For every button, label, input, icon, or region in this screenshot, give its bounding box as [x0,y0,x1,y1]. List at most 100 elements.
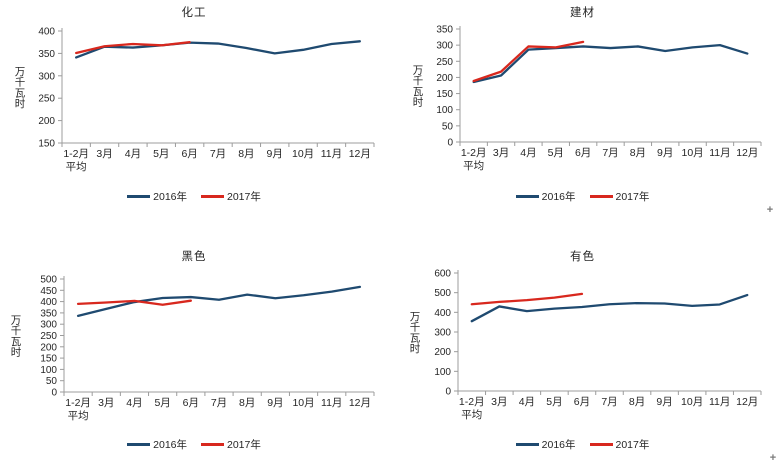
x-tick-label: 12月 [736,147,758,159]
legend-item-2016[interactable]: 2016年 [127,437,187,452]
chart-youse[interactable]: 有色 0 100 200 300 400 500 600 1-2月 3月 4月 5月 6月 7月 8月 9月… [388,231,777,462]
series-line-2017年 [75,41,191,55]
x-tick-label: 3月 [98,397,114,409]
legend-line-swatch-2017 [201,195,224,198]
chart-heise[interactable]: 黑色 0 50 100 150 200 250 300 350 400 450 500 1-2月 3月 4… [0,231,388,462]
y-tick-label: 400 [40,297,57,308]
x-tick-label: 3月 [491,396,507,408]
x-tick-label-line2: 平均 [461,409,482,421]
chart-legend: 2016年 2017年 [388,189,777,204]
series-line-2016年 [76,285,362,317]
legend-item-2016[interactable]: 2016年 [515,437,576,452]
x-tick-label: 11月 [321,148,342,160]
y-tick-label: 0 [447,138,453,149]
x-tick-label: 6月 [181,148,197,160]
y-axis-unit-label-char: 时 [11,347,22,359]
y-axis-unit-label-char: 万 [15,66,26,78]
y-tick-label: 100 [434,367,451,378]
y-tick-label: 350 [436,25,453,36]
series-line-2017年 [76,299,192,306]
y-tick-label: 50 [46,376,58,387]
legend-label-2017: 2017年 [615,191,650,203]
y-tick-label: 0 [51,388,57,399]
legend-item-2017[interactable]: 2017年 [201,437,261,452]
y-axis-unit-label-char: 万 [410,311,421,323]
x-tick-label: 8月 [630,147,646,159]
x-tick-label: 10月 [292,148,314,160]
series-line-2016年 [75,40,361,59]
y-tick-label: 400 [38,27,55,38]
y-axis-unit-label-char: 瓦 [15,87,26,99]
x-tick-label: 1-2月 [63,148,89,160]
y-tick-label: 300 [38,71,55,82]
y-tick-label: 200 [436,73,453,84]
series-line-2016年 [472,43,749,84]
legend-item-2017[interactable]: 2017年 [201,189,261,204]
chart-title: 黑色 [181,251,207,263]
y-tick-label: 300 [40,320,57,331]
x-tick-label: 7月 [211,397,227,409]
x-tick-label: 9月 [267,148,283,160]
x-tick-label: 10月 [292,397,314,409]
legend-item-2016[interactable]: 2016年 [127,189,187,204]
y-tick-label: 600 [434,269,451,280]
x-tick-label: 5月 [548,147,564,159]
x-tick-label: 11月 [709,147,730,159]
y-axis-unit-label-char: 万 [11,314,22,326]
x-tick-label: 11月 [709,396,730,408]
y-axis-unit-label-char: 千 [410,322,421,334]
x-tick-label-line2: 平均 [66,161,87,173]
chart-huagong[interactable]: 化工 150 200 250 300 350 400 1-2月 3月 4月 5月 6月 7月 8月 9月 1… [0,0,388,231]
x-tick-label: 3月 [96,148,112,160]
x-tick-label: 10月 [681,147,703,159]
x-tick-label-line2: 平均 [463,160,484,172]
legend-label-2017: 2017年 [227,191,261,203]
x-tick-label: 12月 [736,396,758,408]
legend-line-swatch-2016 [127,195,151,198]
plus-cursor-icon: + [766,204,774,216]
chart-title: 建材 [570,7,595,19]
chart-jiancai[interactable]: 建材 0 50 100 150 200 250 300 350 1-2月 3月 4月 5月 6月 7月 8月… [388,0,777,231]
x-tick-label: 6月 [183,397,199,409]
legend-item-2017[interactable]: 2017年 [589,437,649,452]
x-tick-label: 9月 [267,397,283,409]
x-tick-label: 12月 [349,148,371,160]
plus-cursor-icon-corner: + [769,452,777,464]
legend-item-2016[interactable]: 2016年 [515,189,576,204]
x-tick-label: 1-2月 [459,396,485,408]
y-axis-unit-label-char: 时 [410,343,421,355]
chart-legend: 2016年 2017年 [0,189,388,204]
legend-line-swatch-2017 [589,443,613,446]
x-tick-label: 4月 [125,148,141,160]
y-tick-label: 200 [38,116,55,127]
y-axis-unit-label-char: 瓦 [410,332,421,344]
y-tick-label: 200 [40,342,57,353]
y-tick-label: 100 [40,365,57,376]
legend-line-swatch-2017 [201,443,224,446]
legend-label-2017: 2017年 [227,439,261,451]
y-tick-label: 0 [445,387,451,398]
y-tick-label: 400 [434,308,451,319]
y-tick-label: 250 [38,94,55,105]
x-tick-label: 11月 [321,397,342,409]
x-tick-label: 7月 [210,148,226,160]
legend-line-swatch-2016 [127,443,151,446]
y-axis-unit-label-char: 万 [413,64,424,76]
x-tick-label: 4月 [126,397,142,409]
legend-item-2017[interactable]: 2017年 [589,189,650,204]
x-tick-label: 8月 [239,397,255,409]
x-tick-label: 5月 [546,396,562,408]
y-axis-unit-label-char: 千 [413,75,424,87]
x-tick-label: 12月 [349,397,371,409]
legend-line-swatch-2017 [589,195,613,198]
y-tick-label: 50 [442,121,454,132]
x-tick-label: 6月 [575,147,591,159]
chart-legend: 2016年 2017年 [0,437,388,452]
y-tick-label: 350 [40,308,57,319]
x-tick-label: 10月 [681,396,703,408]
chart-legend: 2016年 2017年 [388,437,777,452]
y-axis-unit-label-char: 时 [413,97,424,109]
series-line-2016年 [470,293,749,323]
x-tick-label: 3月 [493,147,509,159]
